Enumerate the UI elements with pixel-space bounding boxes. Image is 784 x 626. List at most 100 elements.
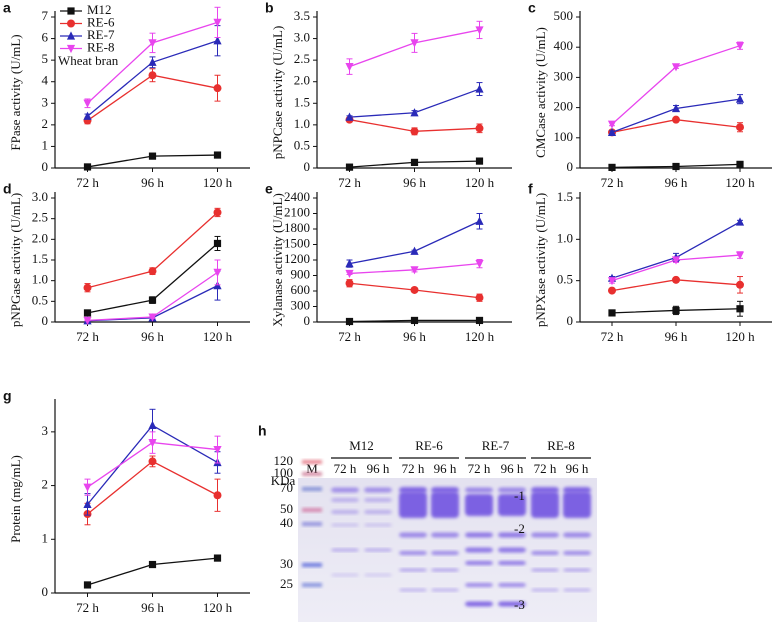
marker — [671, 63, 681, 72]
y-axis-label: Protein (mg/mL) — [8, 455, 23, 543]
gel-band — [531, 532, 559, 538]
gel-band — [563, 487, 591, 493]
band-label: -1 — [514, 488, 525, 503]
x-tick-label: 72 h — [601, 175, 624, 190]
gel-band — [331, 548, 359, 552]
series-line — [87, 460, 218, 515]
marker — [736, 305, 744, 313]
marker — [83, 99, 92, 108]
x-tick-label: 72 h — [338, 175, 361, 190]
gel-band — [364, 548, 392, 552]
x-tick-label: 120 h — [203, 329, 233, 344]
gel-band — [331, 573, 359, 577]
marker — [410, 266, 419, 275]
y-tick-label: 0 — [304, 159, 311, 174]
x-tick-label: 96 h — [141, 600, 164, 615]
marker — [148, 420, 157, 430]
marker — [213, 151, 222, 159]
ladder-label: 40 — [280, 515, 293, 530]
ladder-band — [302, 487, 322, 491]
marker — [66, 31, 76, 40]
gel-band — [563, 532, 591, 538]
y-tick-label: 1 — [42, 137, 49, 152]
y-tick-label: 0.5 — [294, 137, 310, 152]
marker — [735, 42, 745, 51]
marker — [148, 57, 157, 66]
band-label: -2 — [514, 521, 525, 536]
legend-label: RE-8 — [87, 39, 114, 54]
gel-band — [399, 551, 427, 555]
marker — [475, 84, 484, 93]
ladder-label: 100 — [274, 465, 294, 480]
x-tick-label: 72 h — [76, 600, 99, 615]
y-tick-label: 300 — [291, 297, 311, 312]
marker — [213, 84, 222, 93]
marker — [607, 120, 617, 129]
gel-band — [399, 487, 427, 493]
marker — [608, 163, 616, 171]
marker — [410, 285, 419, 294]
y-tick-label: 3 — [42, 94, 49, 109]
y-tick-label: 2.0 — [294, 73, 310, 88]
marker — [736, 160, 744, 168]
marker — [345, 163, 354, 171]
y-tick-label: 300 — [554, 68, 574, 83]
marker — [475, 216, 484, 225]
y-tick-label: 1800 — [284, 220, 310, 235]
y-tick-label: 600 — [291, 282, 311, 297]
y-tick-label: 200 — [554, 99, 574, 114]
group-label: RE-6 — [415, 438, 443, 453]
marker — [83, 163, 92, 171]
y-tick-label: 0 — [42, 313, 49, 328]
legend-note: Wheat bran — [58, 53, 119, 68]
x-tick-label: 96 h — [665, 175, 688, 190]
marker — [608, 309, 616, 317]
y-tick-label: 2 — [42, 116, 49, 131]
marker — [410, 246, 419, 255]
gel-band — [465, 494, 493, 516]
marker — [213, 268, 222, 277]
gel-band — [531, 551, 559, 555]
marker — [345, 112, 354, 121]
marker — [735, 217, 745, 226]
ladder-band — [302, 508, 322, 512]
x-tick-label: 72 h — [76, 175, 99, 190]
marker — [475, 316, 484, 325]
x-tick-label: 120 h — [465, 329, 495, 344]
marker — [213, 208, 222, 217]
marker — [148, 152, 157, 160]
marker — [213, 36, 222, 45]
panel-label: f — [528, 181, 533, 197]
marker — [735, 251, 745, 260]
y-tick-label: 1.5 — [32, 251, 48, 266]
marker — [83, 283, 92, 292]
marker — [736, 280, 744, 289]
marker — [735, 94, 745, 103]
gel-band — [498, 561, 526, 565]
gel-band — [498, 547, 526, 553]
x-tick-label: 120 h — [725, 329, 755, 344]
marker — [345, 279, 354, 288]
y-tick-label: 0 — [42, 584, 49, 599]
marker — [345, 269, 354, 279]
marker — [672, 275, 680, 284]
marker — [148, 296, 157, 304]
legend-label: RE-7 — [87, 27, 115, 42]
series-line — [87, 211, 218, 289]
gel-band — [364, 498, 392, 502]
ladder-label: 120 — [274, 453, 294, 468]
group-label: RE-8 — [547, 438, 574, 453]
marker — [410, 127, 419, 136]
y-tick-label: 2100 — [284, 204, 310, 219]
x-tick-label: 120 h — [203, 175, 233, 190]
marker — [148, 560, 157, 569]
unit-label: KDa — [271, 473, 296, 488]
marker — [608, 286, 616, 295]
y-tick-label: 3 — [42, 423, 49, 438]
lane-label: 96 h — [566, 461, 589, 476]
gel-band — [531, 568, 559, 572]
gel-band — [364, 573, 392, 577]
legend-label: M12 — [87, 2, 112, 17]
marker — [410, 39, 419, 48]
